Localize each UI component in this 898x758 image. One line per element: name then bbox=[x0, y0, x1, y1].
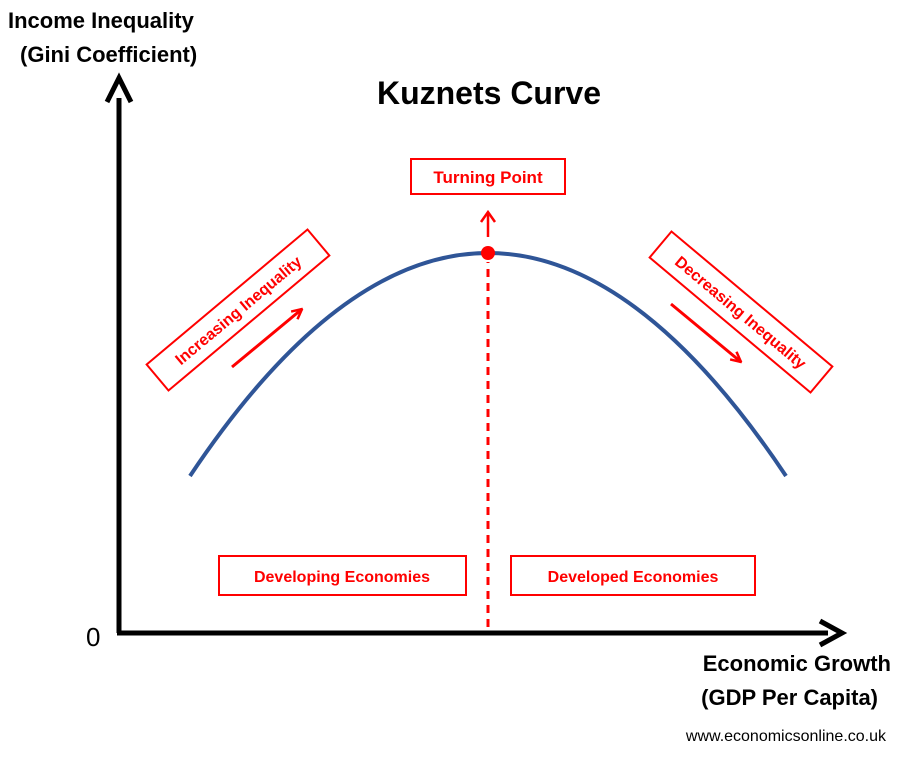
turning-point-label: Turning Point bbox=[433, 168, 543, 187]
turning-point-box: Turning Point bbox=[410, 158, 566, 195]
x-axis bbox=[117, 618, 848, 648]
decreasing-inequality-box: Decreasing Inequality bbox=[648, 230, 834, 394]
x-axis-label-line2: (GDP Per Capita) bbox=[701, 685, 878, 710]
increasing-inequality-label: Increasing Inequality bbox=[173, 253, 306, 368]
y-axis-label-line2: (Gini Coefficient) bbox=[20, 42, 197, 67]
arrow-right-icon bbox=[818, 618, 848, 648]
turning-point-arrow bbox=[479, 209, 497, 237]
developed-economies-label: Developed Economies bbox=[548, 569, 719, 586]
developed-economies-box: Developed Economies bbox=[510, 555, 756, 596]
origin-label: 0 bbox=[86, 622, 100, 652]
turning-point-dot bbox=[481, 246, 495, 260]
source-url: www.economicsonline.co.uk bbox=[685, 728, 887, 745]
y-axis bbox=[104, 72, 134, 633]
arrow-up-icon bbox=[104, 72, 134, 104]
y-axis-label-line1: Income Inequality bbox=[8, 8, 195, 33]
developing-economies-label: Developing Economies bbox=[254, 569, 430, 586]
arrow-down-right-icon bbox=[670, 302, 741, 362]
arrow-up-right-icon bbox=[231, 309, 302, 369]
arrow-up-icon bbox=[479, 209, 497, 223]
developing-economies-box: Developing Economies bbox=[218, 555, 467, 596]
diagram-title: Kuznets Curve bbox=[377, 75, 601, 111]
x-axis-label-line1: Economic Growth bbox=[703, 651, 891, 676]
